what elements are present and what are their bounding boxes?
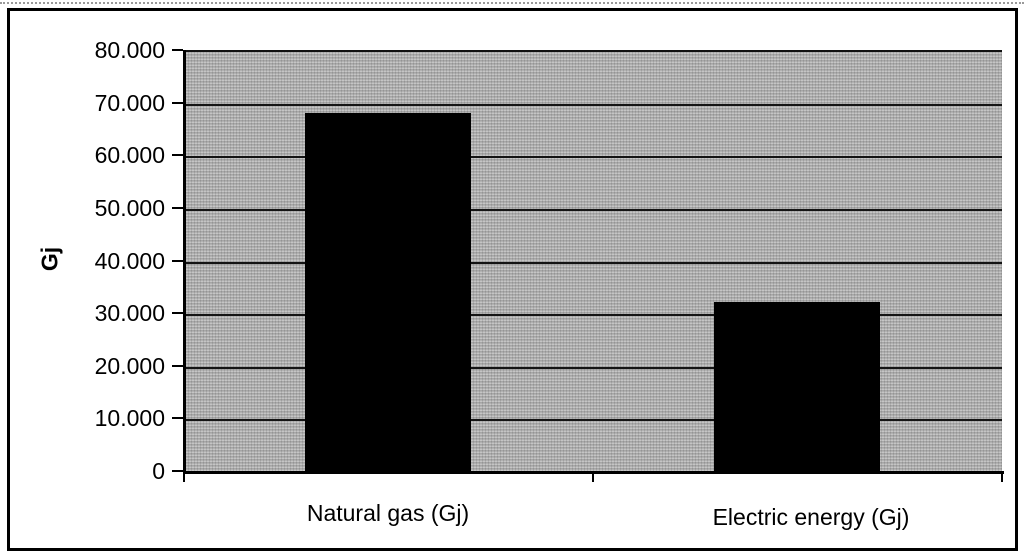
y-tick-label: 20.000 — [94, 353, 165, 379]
x-tick-mark-2 — [1001, 474, 1003, 482]
x-category-label-natural-gas-gj: Natural gas (Gj) — [306, 500, 470, 526]
y-tick-label: 70.000 — [94, 90, 165, 116]
plot-area — [185, 50, 1002, 471]
y-tick-mark-60.000 — [172, 154, 183, 156]
y-tick-label: 80.000 — [94, 37, 165, 63]
gridline-50.000 — [185, 209, 1002, 211]
y-tick-mark-10.000 — [172, 417, 183, 419]
gridline-20.000 — [185, 367, 1002, 369]
gridline-60.000 — [185, 156, 1002, 158]
x-category-label-electric-energy-gj: Electric energy (Gj) — [712, 504, 910, 530]
top-edge-line — [0, 2, 1024, 4]
gridline-40.000 — [185, 262, 1002, 264]
y-tick-label: 10.000 — [94, 405, 165, 431]
x-tick-mark-1 — [592, 474, 594, 482]
y-tick-mark-70.000 — [172, 102, 183, 104]
gridline-70.000 — [185, 104, 1002, 106]
gridline-10.000 — [185, 419, 1002, 421]
y-tick-mark-0 — [172, 470, 183, 472]
y-tick-label: 30.000 — [94, 300, 165, 326]
y-tick-label: 60.000 — [94, 142, 165, 168]
y-axis-line — [183, 50, 186, 474]
gridline-30.000 — [185, 314, 1002, 316]
y-tick-label: 0 — [152, 458, 165, 484]
y-tick-label: 50.000 — [94, 195, 165, 221]
x-tick-mark-0 — [183, 474, 185, 482]
bar-natural-gas-gj — [305, 113, 471, 471]
y-axis-title: Gj — [36, 246, 63, 272]
y-tick-mark-50.000 — [172, 207, 183, 209]
y-tick-label: 40.000 — [94, 248, 165, 274]
y-tick-mark-20.000 — [172, 365, 183, 367]
bar-electric-energy-gj — [714, 302, 880, 471]
x-axis-line — [183, 471, 1004, 474]
y-tick-mark-80.000 — [172, 49, 183, 51]
y-tick-mark-40.000 — [172, 260, 183, 262]
y-tick-mark-30.000 — [172, 312, 183, 314]
